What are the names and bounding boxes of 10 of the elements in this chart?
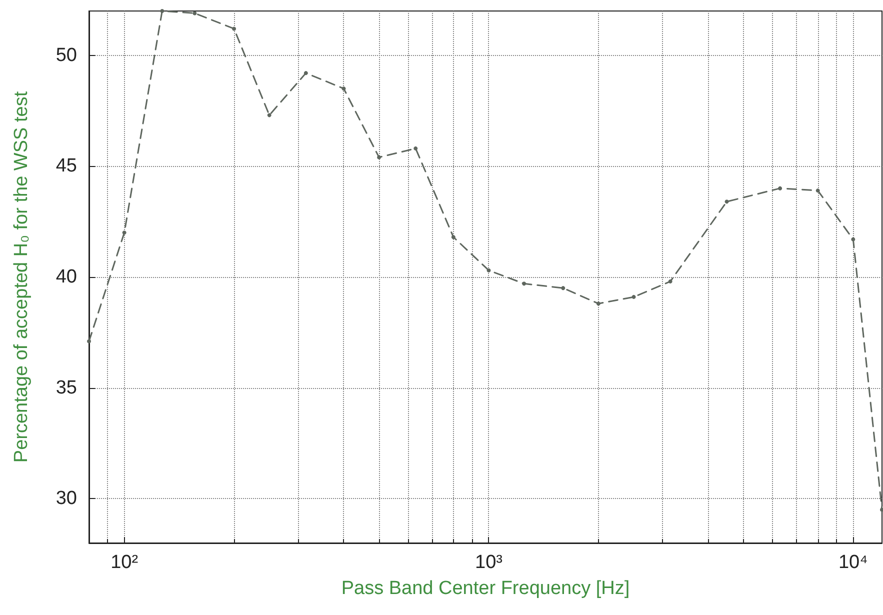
y-axis-title: Percentage of accepted H₀ for the WSS test: [11, 90, 32, 463]
y-tick-label: 50: [56, 44, 77, 66]
y-tick-label: 45: [56, 156, 77, 177]
x-tick-label: 10²: [110, 552, 138, 573]
y-tick-label: 30: [56, 488, 77, 510]
y-tick-label: 40: [56, 266, 77, 288]
x-tick-label: 10⁴: [838, 552, 868, 573]
x-tick-label: 10³: [474, 552, 502, 573]
y-tick-label: 35: [56, 377, 77, 398]
x-axis-title: Pass Band Center Frequency [Hz]: [341, 578, 630, 599]
